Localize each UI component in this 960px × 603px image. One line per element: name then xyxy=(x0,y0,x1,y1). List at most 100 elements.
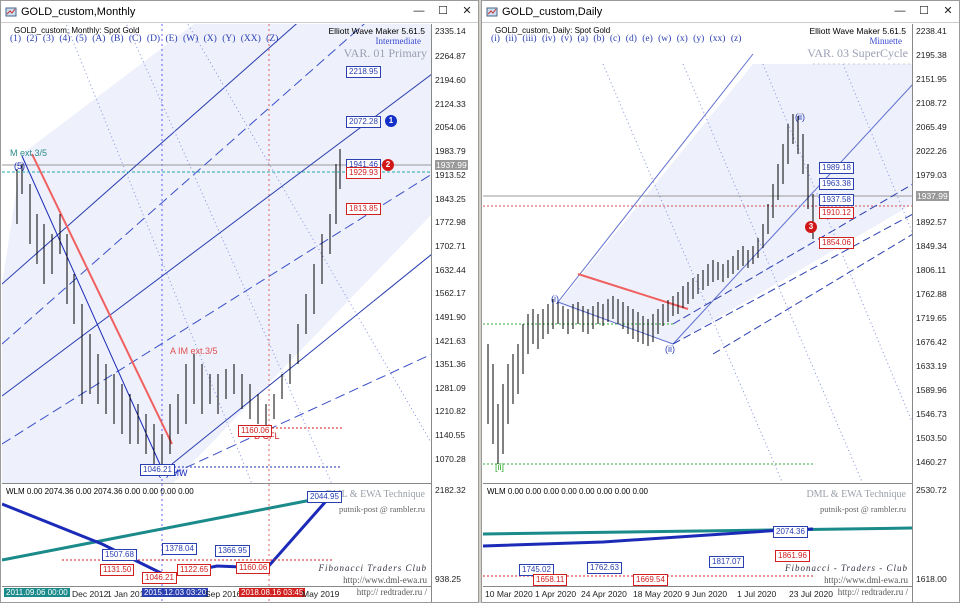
daily-price-pane[interactable]: (i) (ii) (iii) (iv) (v) (a) (b) (c) (d) … xyxy=(483,24,913,484)
dml-email: putnik-post @ rambler.ru xyxy=(820,504,906,514)
url-dml[interactable]: http://www.dml-ewa.ru xyxy=(824,575,908,585)
dml-title: DML & EWA Technique xyxy=(325,489,425,500)
target-box-2218[interactable]: 2218.95 xyxy=(346,66,381,78)
price-tick: 1546.73 xyxy=(916,409,947,419)
wlm-values: WLM 0.00 0.00 0.00 0.00 0.00 0.00 0.00 0… xyxy=(487,487,649,496)
monthly-time-scale[interactable]: 2011.09.06 00:00 Dec 2012 1 Jan 2014 201… xyxy=(2,586,432,602)
target-box-1160[interactable]: 1160.06 xyxy=(238,425,273,437)
price-tick: 1633.19 xyxy=(916,361,947,371)
daily-title-bar[interactable]: GOLD_custom,Daily — ☐ ✕ xyxy=(482,1,959,23)
price-tick: 1913.52 xyxy=(435,170,466,180)
time-label: 1 Jan 2014 xyxy=(107,589,150,599)
price-tick: 2108.72 xyxy=(916,98,947,108)
time-label: 23 Jul 2020 xyxy=(789,589,833,599)
symbol-info: GOLD_custom, Daily: Spot Gold xyxy=(495,26,611,35)
window-title: GOLD_custom,Monthly xyxy=(21,5,136,18)
daily-chart-window[interactable]: GOLD_custom,Daily — ☐ ✕ xyxy=(481,0,960,603)
wave-degree-label: Intermediate xyxy=(375,36,421,46)
time-label: 1 Jul 2020 xyxy=(737,589,777,599)
daily-chart-canvas xyxy=(483,53,912,483)
wave-label-toolbar[interactable]: (1) (2) (3) (4) (5) (A) (B) (C) (D) (E) … xyxy=(10,34,279,44)
close-button[interactable]: ✕ xyxy=(462,5,472,17)
wave-marker-1[interactable]: 1 xyxy=(385,115,397,127)
target-box-1910[interactable]: 1910.12 xyxy=(819,207,854,219)
url-dml[interactable]: http://www.dml-ewa.ru xyxy=(343,575,427,585)
price-tick: 2065.49 xyxy=(916,122,947,132)
chart-window-icon xyxy=(5,6,17,18)
price-tick: 1979.03 xyxy=(916,170,947,180)
target-box-1854[interactable]: 1854.06 xyxy=(819,237,854,249)
minimize-button[interactable]: — xyxy=(894,5,906,17)
target-box-1963[interactable]: 1963.38 xyxy=(819,178,854,190)
wave-i-label: (i) xyxy=(551,294,559,304)
price-tick: 1676.42 xyxy=(916,337,947,347)
price-tick: 2194.60 xyxy=(435,75,466,85)
price-tick: 1589.96 xyxy=(916,385,947,395)
dml-credit: DML & EWA Technique putnik-post @ ramble… xyxy=(325,488,425,516)
time-highlight-start: 2011.09.06 00:00 xyxy=(4,588,70,597)
monthly-chart-window[interactable]: GOLD_custom,Monthly — ☐ ✕ xyxy=(0,0,479,603)
maximize-button[interactable]: ☐ xyxy=(919,5,929,17)
daily-wlm-pane[interactable]: WLM 0.00 0.00 0.00 0.00 0.00 0.00 0.00 0… xyxy=(483,484,913,602)
fib-club: Fibonacci - Traders - Club xyxy=(785,563,908,573)
url-redtrader[interactable]: http:// redtrader.ru / xyxy=(837,587,908,597)
monthly-price-pane[interactable]: (1) (2) (3) (4) (5) (A) (B) (C) (D) (E) … xyxy=(2,24,432,484)
target-box-2072[interactable]: 2072.28 xyxy=(346,116,381,128)
time-label: 9 Jun 2020 xyxy=(685,589,728,599)
time-label: Dec 2012 xyxy=(72,589,109,599)
target-box-1929[interactable]: 1929.93 xyxy=(346,167,381,179)
sub-box-2074: 2074.36 xyxy=(773,526,808,538)
dml-email: putnik-post @ rambler.ru xyxy=(339,504,425,514)
wave-marker-2[interactable]: 2 xyxy=(382,159,394,171)
price-tick: 1491.90 xyxy=(435,312,466,322)
price-tick: 2022.26 xyxy=(916,146,947,156)
target-box-1046[interactable]: 1046.21 xyxy=(140,464,175,476)
price-tick: 2151.95 xyxy=(916,74,947,84)
price-tick: 1421.63 xyxy=(435,336,466,346)
minimize-button[interactable]: — xyxy=(413,5,425,17)
dml-title: DML & EWA Technique xyxy=(806,489,906,500)
price-tick: 2335.14 xyxy=(435,26,466,36)
price-tick: 1562.17 xyxy=(435,288,466,298)
monthly-chart-area[interactable]: (1) (2) (3) (4) (5) (A) (B) (C) (D) (E) … xyxy=(2,24,479,602)
target-box-1989[interactable]: 1989.18 xyxy=(819,162,854,174)
wave-label-toolbar[interactable]: (i) (ii) (iii) (iv) (v) (a) (b) (c) (d) … xyxy=(491,34,742,44)
target-box-1813[interactable]: 1813.85 xyxy=(346,203,381,215)
daily-price-scale[interactable]: 2238.41 2195.38 2151.95 2108.72 2065.49 … xyxy=(913,24,960,602)
price-tick: 1070.28 xyxy=(435,454,466,464)
sub-price-tick: 2182.32 xyxy=(435,485,466,495)
wave-5-label: (5) xyxy=(14,161,25,171)
time-highlight-mid: 2015.12.03 03:20 xyxy=(142,588,209,597)
price-tick: 1849.34 xyxy=(916,241,947,251)
price-tick: 2195.38 xyxy=(916,50,947,60)
current-price-tag: 1937.99 xyxy=(435,160,468,170)
time-label: 24 Apr 2020 xyxy=(581,589,627,599)
wave-ii-top-label: (ii) xyxy=(795,112,805,122)
wave-ii-low-label: (ii) xyxy=(665,344,675,354)
price-tick: 2264.87 xyxy=(435,51,466,61)
club-links: Fibonacci - Traders - Club http://www.dm… xyxy=(785,562,908,598)
maximize-button[interactable]: ☐ xyxy=(438,5,448,17)
wave-degree-label: Minuette xyxy=(869,36,903,46)
wave-marker-3[interactable]: 3 xyxy=(805,221,817,233)
wave-low-label: [ii] xyxy=(495,462,504,472)
monthly-title-bar[interactable]: GOLD_custom,Monthly — ☐ ✕ xyxy=(1,1,478,23)
time-label: 18 May 2020 xyxy=(633,589,683,599)
target-box-1937[interactable]: 1937.58 xyxy=(819,194,854,206)
daily-time-scale[interactable]: 10 Mar 2020 1 Apr 2020 24 Apr 2020 18 Ma… xyxy=(483,586,913,602)
sub-box-1366: 1366.95 xyxy=(215,545,250,557)
monthly-price-scale[interactable]: 2335.14 2264.87 2194.60 2124.33 2054.06 … xyxy=(432,24,479,602)
price-tick: 1140.55 xyxy=(435,430,466,440)
wlm-values: WLM 0.00 2074.36 0.00 2074.36 0.00 0.00 … xyxy=(6,487,194,496)
daily-chart-area[interactable]: (i) (ii) (iii) (iv) (v) (a) (b) (c) (d) … xyxy=(483,24,960,602)
sub-box-1669: 1669.54 xyxy=(633,574,668,586)
time-label: May 2019 xyxy=(302,589,340,599)
sub-box-1160: 1160.06 xyxy=(236,562,271,574)
symbol-info: GOLD_custom, Monthly: Spot Gold xyxy=(14,26,140,35)
price-tick: 1719.65 xyxy=(916,313,947,323)
close-button[interactable]: ✕ xyxy=(943,5,953,17)
monthly-wlm-pane[interactable]: WLM 0.00 2074.36 0.00 2074.36 0.00 0.00 … xyxy=(2,484,432,602)
sub-box-1861: 1861.96 xyxy=(775,550,810,562)
current-price-tag: 1937.99 xyxy=(916,191,949,201)
url-redtrader[interactable]: http:// redtrader.ru / xyxy=(356,587,427,597)
